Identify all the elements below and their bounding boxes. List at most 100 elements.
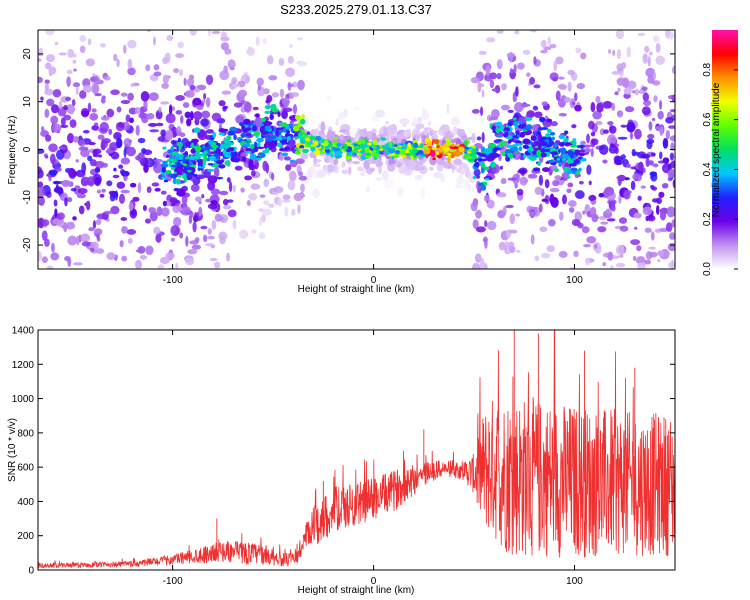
- spectrogram-cell: [646, 303, 652, 307]
- spectrogram-cell: [534, 255, 540, 262]
- spectrogram-cell: [574, 211, 583, 222]
- spectrogram-cell: [552, 76, 558, 82]
- spectrogram-cell: [482, 236, 488, 243]
- spectrogram-cell: [139, 271, 146, 279]
- spectrogram-cell: [483, 195, 490, 202]
- spectrogram-cell: [195, 174, 206, 180]
- spectrogram-cell: [486, 37, 496, 43]
- spectrogram-cell: [416, 150, 424, 155]
- spectrogram-cell: [154, 276, 158, 280]
- spectrogram-cell: [208, 30, 212, 37]
- spectrogram-cell: [87, 102, 92, 113]
- spectrogram-cell: [173, 188, 180, 192]
- spectrogram-cell: [299, 144, 305, 150]
- spectrogram-cell: [641, 106, 651, 116]
- spectrogram-cell: [252, 106, 259, 111]
- spectrogram-cell: [305, 137, 311, 142]
- spectrogram-cell: [419, 143, 424, 149]
- spectrogram-cell: [156, 299, 164, 305]
- spectrogram-cell: [127, 238, 133, 244]
- spectrogram-cell: [446, 103, 450, 115]
- spectrogram-cell: [671, 65, 675, 75]
- spectrogram-cell: [162, 200, 167, 207]
- spectrogram-cell: [171, 173, 178, 179]
- spectrogram-cell: [97, 134, 105, 140]
- spectrogram-cell: [648, 2, 657, 13]
- spectrogram-cell: [114, 257, 118, 261]
- spectrogram-cell: [589, 30, 590, 31]
- spectrogram-cell: [417, 116, 423, 124]
- spectrogram-cell: [245, 133, 252, 136]
- spectrogram-cell: [153, 64, 160, 71]
- spectrogram-cell: [202, 162, 206, 166]
- spectrogram-cell: [95, 219, 102, 225]
- spectrogram-cell: [38, 76, 43, 84]
- spectrogram-cell: [285, 67, 296, 77]
- spectrogram-cell: [162, 74, 169, 85]
- spectrogram-cell: [151, 279, 159, 284]
- spectrogram-cell: [668, 261, 675, 269]
- spectrogram-cell: [648, 51, 653, 56]
- spectrogram-cell: [193, 215, 199, 223]
- spectrogram-cell: [617, 136, 628, 140]
- spectrogram-cell: [264, 123, 272, 126]
- spectrogram-cell: [500, 292, 508, 302]
- spectrogram-cell: [127, 67, 136, 76]
- spectrogram-cell: [175, 178, 181, 185]
- spectrogram-cell: [495, 138, 503, 142]
- spectrogram-cell: [360, 170, 366, 177]
- spectrogram-cell: [545, 161, 550, 164]
- spectrogram-cell: [450, 116, 460, 126]
- spectrogram-cell: [507, 177, 517, 181]
- spectrogram-cell: [429, 130, 433, 137]
- spectrogram-cell: [595, 121, 603, 126]
- spectrogram-cell: [327, 164, 335, 173]
- spectrogram-cell: [179, 300, 183, 304]
- spectrogram-cell: [248, 158, 254, 168]
- spectrogram-cell: [86, 200, 91, 211]
- spectrogram-cell: [417, 160, 425, 165]
- y-tick-label: 600: [17, 463, 34, 474]
- spectrogram-cell: [168, 154, 173, 160]
- spectrogram-cell: [89, 276, 97, 285]
- spectrogram-cell: [192, 97, 202, 106]
- spectrogram-y-ticks: -20 -10 0 10 20: [22, 48, 675, 252]
- spectrogram-cell: [175, 166, 184, 172]
- spectrogram-cell: [512, 150, 522, 160]
- spectrogram-cell: [604, 5, 611, 12]
- spectrogram-cell: [144, 218, 152, 224]
- spectrogram-cell: [620, 124, 627, 128]
- spectrogram-cell: [289, 120, 294, 126]
- spectrogram-cell: [342, 135, 351, 140]
- spectrogram-cell: [339, 134, 344, 140]
- spectrogram-cell: [94, 285, 101, 289]
- spectrogram-cell: [553, 60, 558, 72]
- spectrogram-cell: [364, 146, 370, 152]
- spectrogram-cell: [196, 158, 203, 163]
- spectrogram-cell: [182, 172, 187, 180]
- spectrogram-cell: [542, 167, 550, 172]
- spectrogram-cell: [61, 179, 71, 187]
- spectrogram-cell: [41, 293, 48, 298]
- spectrogram-cell: [524, 117, 533, 121]
- spectrogram-cell: [230, 156, 237, 163]
- spectrogram-cell: [41, 230, 48, 241]
- spectrogram-cell: [211, 30, 221, 35]
- spectrogram-cell: [546, 245, 555, 253]
- spectrogram-cell: [264, 125, 272, 131]
- spectrogram-cell: [256, 137, 264, 143]
- spectrogram-cell: [574, 92, 578, 102]
- spectrogram-cell: [497, 134, 502, 138]
- spectrogram-cell: [227, 209, 237, 218]
- spectrogram-cell: [174, 153, 182, 158]
- spectrogram-cell: [567, 175, 571, 179]
- spectrogram-cell: [377, 160, 383, 167]
- spectrogram-cell: [211, 112, 222, 122]
- spectrogram-cell: [524, 0, 527, 3]
- spectrogram-cell: [371, 145, 377, 149]
- spectrogram-cell: [149, 129, 160, 133]
- spectrogram-cell: [297, 124, 302, 128]
- spectrogram-cell: [205, 74, 214, 85]
- spectrogram-cell: [281, 97, 290, 107]
- spectrogram-cell: [126, 294, 134, 302]
